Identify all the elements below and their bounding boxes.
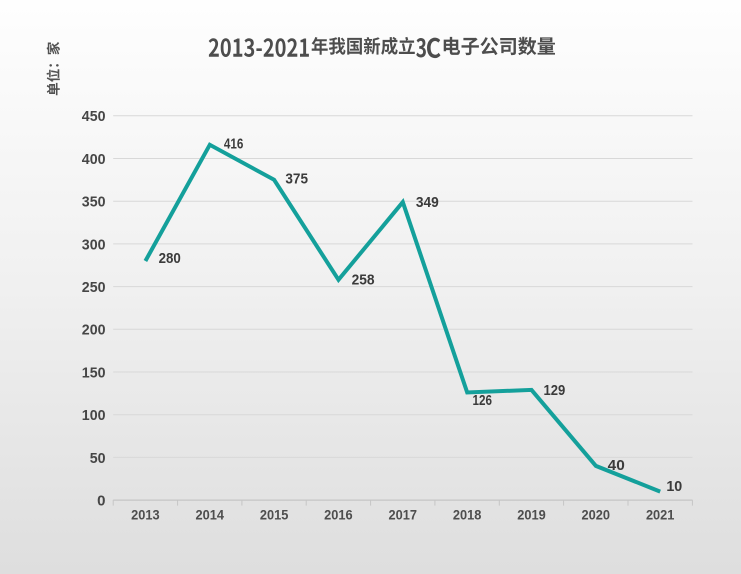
svg-text:40: 40 [608, 457, 625, 474]
svg-text:2014: 2014 [196, 507, 225, 523]
svg-text:10: 10 [666, 478, 682, 495]
svg-text:126: 126 [472, 392, 492, 409]
svg-text:0: 0 [97, 493, 105, 510]
svg-text:300: 300 [82, 236, 106, 253]
svg-text:129: 129 [544, 382, 566, 399]
svg-text:2013: 2013 [131, 507, 160, 523]
svg-text:2015: 2015 [260, 507, 289, 523]
svg-text:258: 258 [352, 272, 375, 289]
svg-text:200: 200 [82, 322, 106, 339]
svg-text:375: 375 [285, 170, 308, 187]
svg-text:2018: 2018 [453, 507, 482, 523]
svg-text:416: 416 [224, 136, 244, 153]
svg-text:100: 100 [82, 407, 106, 424]
svg-text:350: 350 [82, 194, 106, 211]
svg-text:2017: 2017 [389, 507, 418, 523]
svg-text:400: 400 [82, 151, 106, 168]
svg-text:2020: 2020 [582, 507, 611, 523]
svg-text:450: 450 [82, 108, 106, 125]
svg-text:2021: 2021 [646, 507, 675, 523]
svg-text:280: 280 [159, 250, 181, 267]
svg-text:150: 150 [82, 364, 106, 381]
svg-text:2019: 2019 [517, 507, 546, 523]
svg-text:349: 349 [416, 194, 439, 211]
svg-text:2016: 2016 [324, 507, 353, 523]
svg-text:50: 50 [90, 450, 106, 467]
svg-text:250: 250 [82, 279, 106, 296]
